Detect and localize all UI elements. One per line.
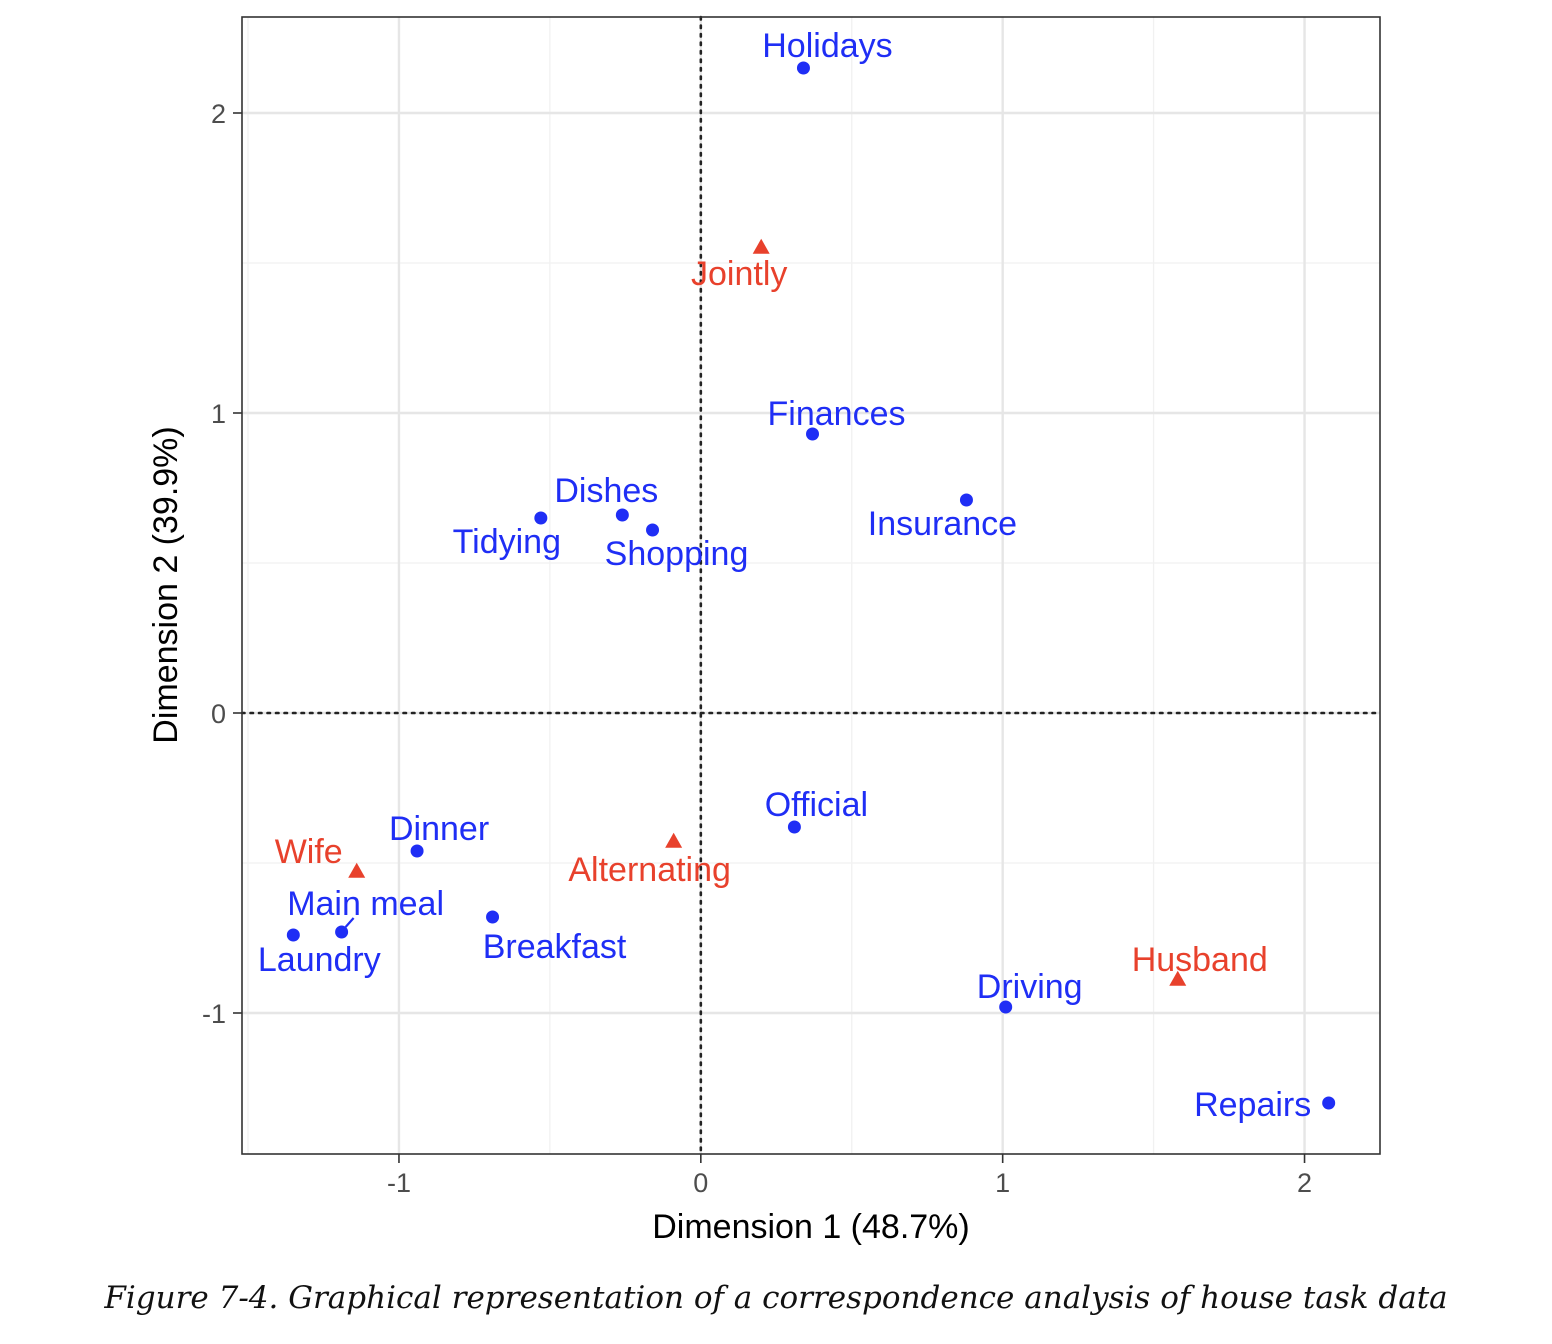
- label-insurance: Insurance: [868, 505, 1017, 543]
- point-breakfast: [486, 910, 500, 924]
- label-husband: Husband: [1132, 941, 1268, 979]
- point-insurance: [959, 493, 973, 507]
- label-repairs: Repairs: [1194, 1086, 1311, 1124]
- x-axis-title: Dimension 1 (48.7%): [652, 1208, 969, 1246]
- y-axis-title: Dimension 2 (39.9%): [147, 426, 185, 743]
- point-finances: [806, 427, 820, 441]
- label-wife: Wife: [275, 833, 343, 871]
- label-finances: Finances: [768, 395, 906, 433]
- plot-panel-border: [241, 16, 1381, 1155]
- label-dishes: Dishes: [554, 472, 658, 510]
- point-holidays: [796, 61, 810, 75]
- label-alternating: Alternating: [568, 851, 731, 889]
- y-axis: -1 0 1 2: [202, 99, 242, 1029]
- x-axis: -1 0 1 2: [387, 1154, 1312, 1198]
- y-tick-label: 2: [211, 99, 226, 129]
- label-dinner: Dinner: [389, 810, 489, 848]
- point-labels: Holidays Finances Insurance Dishes Tidying Sh…: [258, 27, 1311, 1124]
- x-tick-label: -1: [387, 1168, 411, 1198]
- y-tick-label: 1: [211, 399, 226, 429]
- triangle-alternating: [665, 832, 683, 848]
- label-holidays: Holidays: [762, 27, 892, 65]
- triangle-jointly: [752, 238, 770, 254]
- triangle-wife: [348, 862, 366, 878]
- label-main-meal: Main meal: [287, 885, 444, 923]
- correspondence-plot: Holidays Finances Insurance Dishes Tidying Sh…: [147, 15, 1382, 1246]
- plot-panel-background: [242, 17, 1380, 1154]
- point-tidying: [534, 511, 548, 525]
- label-tidying: Tidying: [453, 523, 561, 561]
- point-laundry: [286, 928, 300, 942]
- minor-grid: [242, 17, 1380, 1154]
- point-driving: [999, 1000, 1013, 1014]
- point-repairs: [1322, 1096, 1336, 1110]
- label-official: Official: [765, 786, 868, 824]
- triangle-husband: [1169, 970, 1187, 986]
- label-laundry: Laundry: [258, 941, 381, 979]
- figure-caption: Figure 7-4. Graphical representation of …: [104, 1280, 1448, 1316]
- x-tick-label: 0: [693, 1168, 708, 1198]
- y-tick-label: -1: [202, 999, 226, 1029]
- reference-lines: [240, 15, 1382, 1156]
- x-tick-label: 1: [995, 1168, 1010, 1198]
- label-jointly: Jointly: [691, 255, 787, 293]
- point-main-meal: [335, 925, 349, 939]
- label-driving: Driving: [977, 968, 1083, 1006]
- point-dinner: [410, 844, 424, 858]
- point-official: [787, 820, 801, 834]
- label-shopping: Shopping: [605, 535, 749, 573]
- point-shopping: [646, 523, 660, 537]
- label-breakfast: Breakfast: [483, 928, 627, 966]
- y-tick-label: 0: [211, 699, 226, 729]
- point-dishes: [615, 508, 629, 522]
- label-leader-line: [344, 917, 355, 928]
- x-tick-label: 2: [1297, 1168, 1312, 1198]
- data-points: [286, 61, 1336, 1110]
